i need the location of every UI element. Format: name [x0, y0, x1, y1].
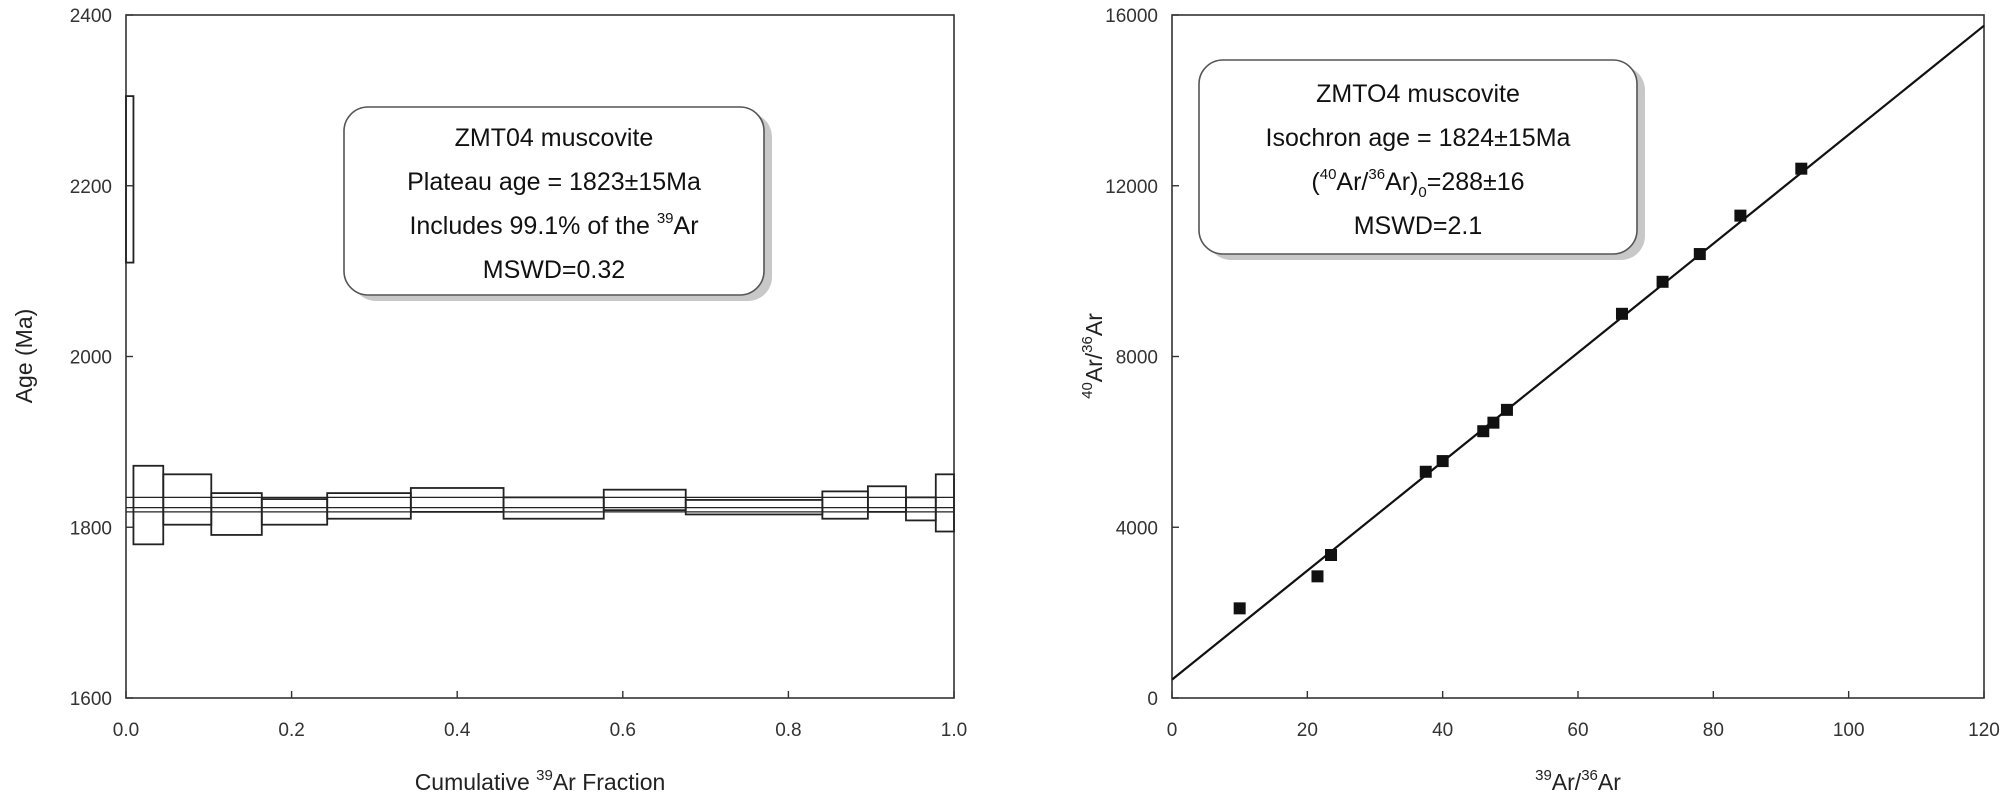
y-tick-label: 2200 [70, 177, 112, 198]
x-tick-label: 0.4 [444, 720, 471, 741]
age-step-14 [934, 473, 955, 533]
sample-name: ZMTO4 muscovite [1316, 80, 1520, 108]
y-axis-title: 40Ar/36Ar [1079, 313, 1107, 399]
initial-ratio: (40Ar/36Ar)0=288±16 [1311, 166, 1524, 201]
isochron-point-6 [1477, 425, 1490, 438]
y-tick-label: 12000 [1105, 177, 1158, 198]
plateau-lines [126, 496, 954, 513]
age-step-1 [125, 95, 135, 264]
plateau-age: Plateau age = 1823±15Ma [407, 168, 701, 196]
isochron-point-3 [1325, 548, 1338, 561]
y-tick-label: 0 [1147, 689, 1158, 710]
y-tick-label: 4000 [1116, 518, 1158, 539]
x-tick-label: 20 [1297, 720, 1318, 741]
x-tick-label: 120 [1968, 720, 2000, 741]
isochron-point-11 [1693, 248, 1706, 261]
isochron-point-13 [1795, 162, 1808, 175]
mswd: MSWD=0.32 [483, 256, 625, 284]
y-axis-title: Age (Ma) [11, 309, 37, 404]
x-tick-label: 0.8 [775, 720, 801, 741]
y-tick-label: 2400 [70, 6, 112, 27]
x-axis-title: 39Ar/36Ar [1535, 767, 1621, 795]
isochron-chart: 0 4000 8000 12000 16000 0 20 40 60 80 100 120 40Ar… [1079, 6, 2000, 795]
sample-name: ZMT04 muscovite [455, 124, 654, 152]
isochron-age: Isochron age = 1824±15Ma [1266, 124, 1571, 152]
age-step-7 [409, 487, 505, 513]
age-step-3 [162, 473, 213, 526]
x-tick-label: 0.2 [278, 720, 304, 741]
y-axis-ticks: 0 4000 8000 12000 16000 [1105, 6, 1179, 710]
mswd: MSWD=2.1 [1354, 212, 1483, 240]
isochron-point-10 [1656, 275, 1669, 288]
includes-fraction: Includes 99.1% of the 39Ar [409, 210, 698, 240]
age-step-11 [821, 490, 869, 520]
x-axis-title: Cumulative 39Ar Fraction [415, 767, 666, 795]
x-tick-label: 60 [1567, 720, 1588, 741]
y-tick-label: 16000 [1105, 6, 1158, 27]
x-tick-label: 40 [1432, 720, 1453, 741]
x-tick-label: 0 [1167, 720, 1178, 741]
isochron-point-7 [1487, 416, 1500, 429]
isochron-fit-line [1171, 24, 1985, 681]
y-tick-label: 8000 [1116, 348, 1158, 369]
x-tick-label: 80 [1703, 720, 1724, 741]
x-axis-ticks: 0 20 40 60 80 100 120 [1167, 691, 2000, 741]
plateau-annotation-box: ZMT04 muscovite Plateau age = 1823±15Ma … [343, 106, 772, 301]
x-tick-label: 0.6 [610, 720, 636, 741]
x-tick-label: 1.0 [941, 720, 967, 741]
isochron-point-9 [1615, 307, 1628, 320]
isochron-point-12 [1734, 209, 1747, 222]
isochron-point-4 [1419, 465, 1432, 478]
isochron-annotation-box: ZMTO4 muscovite Isochron age = 1824±15Ma… [1198, 59, 1645, 260]
y-tick-label: 1800 [70, 518, 112, 539]
x-axis-ticks: 0.0 0.2 0.4 0.6 0.8 1.0 [113, 691, 967, 741]
age-step-4 [210, 492, 263, 536]
x-tick-label: 100 [1833, 720, 1865, 741]
y-tick-label: 1600 [70, 689, 112, 710]
isochron-point-1 [1233, 602, 1246, 615]
age-step-13 [905, 496, 937, 522]
x-tick-label: 0.0 [113, 720, 139, 741]
isochron-points [1233, 162, 1808, 615]
isochron-point-8 [1500, 403, 1513, 416]
isochron-point-5 [1436, 455, 1449, 468]
age-step-2 [132, 464, 165, 546]
y-axis-ticks: 1600 1800 2000 2200 2400 [70, 6, 133, 710]
isochron-point-2 [1311, 570, 1324, 583]
y-tick-label: 2000 [70, 348, 112, 369]
